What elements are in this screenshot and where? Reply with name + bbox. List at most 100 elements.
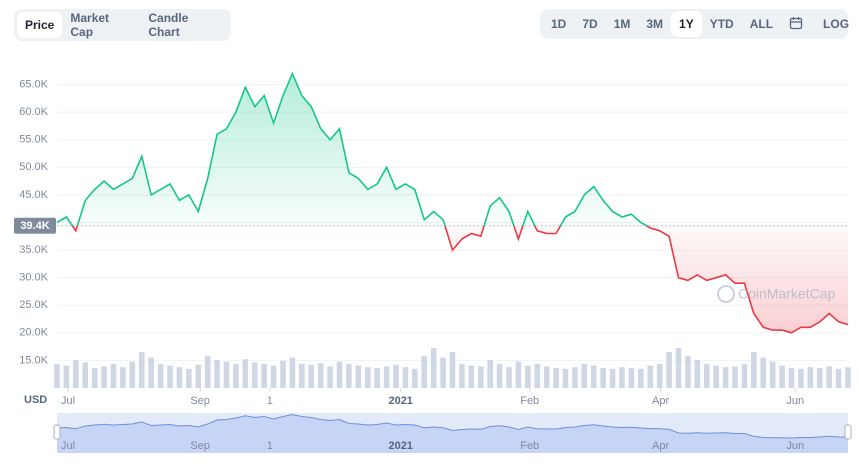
volume-bar: [845, 367, 851, 388]
navigator-handle[interactable]: [844, 424, 852, 440]
volume-bar: [525, 365, 531, 388]
button[interactable]: Price: [17, 12, 63, 38]
y-tick-label: 25.0K: [19, 299, 48, 311]
volume-bar: [590, 365, 597, 388]
navigator-handle[interactable]: [53, 424, 61, 440]
button[interactable]: YTD: [709, 17, 734, 31]
volume-bar: [656, 364, 663, 388]
volume-bar: [751, 352, 757, 388]
x-tick-label: Apr: [652, 395, 669, 407]
navigator-label: Jun: [786, 440, 804, 452]
volume-bar: [562, 368, 569, 388]
volume-bar: [609, 368, 616, 388]
volume-bar: [186, 368, 192, 388]
volume-bar: [826, 366, 832, 388]
button[interactable]: 7D: [582, 17, 598, 31]
volume-bar: [515, 361, 522, 388]
volume-bar: [449, 352, 456, 388]
navigator-label: 2021: [388, 440, 412, 452]
y-tick-label: 45.0K: [19, 189, 48, 201]
volume-bar: [506, 367, 512, 388]
volume-bar: [251, 362, 258, 388]
baseline-tag: [14, 217, 56, 234]
watermark: CoinMarketCap: [738, 286, 835, 302]
price-line: [56, 71, 849, 334]
x-tick-label: Jul: [61, 395, 75, 407]
volume-bar: [628, 368, 635, 388]
volume-bar: [694, 360, 701, 388]
volume-bar: [261, 364, 267, 388]
volume-bar: [412, 368, 418, 388]
volume-bar: [402, 367, 409, 388]
volume-bar: [167, 365, 173, 388]
volume-bar: [233, 364, 239, 388]
volume-bar: [638, 368, 644, 388]
y-tick-label: 60.0K: [19, 106, 48, 118]
button[interactable]: 1Y: [671, 11, 702, 37]
volume-bar: [807, 367, 814, 388]
watermark-logo: [717, 285, 735, 303]
volume-bar: [487, 360, 493, 388]
volume-bar: [195, 364, 202, 388]
volume-bar: [393, 364, 399, 388]
range-group: 1D 7D 1M 3M 1Y YTD ALL LOG: [540, 9, 849, 39]
x-tick-label: Jun: [786, 395, 804, 407]
volume-bar: [572, 367, 578, 388]
volume-bar: [101, 366, 107, 388]
x-tick-label: Feb: [520, 395, 539, 407]
navigator-label: Feb: [520, 440, 539, 452]
y-tick-label: 65.0K: [19, 78, 48, 90]
volume-bar: [459, 364, 465, 388]
volume-bar: [769, 361, 776, 388]
volume-bar: [223, 361, 230, 388]
volume-bar: [176, 367, 183, 388]
volume-bar: [308, 364, 315, 388]
volume-bar: [430, 348, 437, 388]
navigator-label: Jul: [61, 440, 75, 452]
volume-bar: [73, 360, 79, 388]
volume-bar: [138, 352, 145, 388]
volume-bar: [722, 367, 729, 388]
volume-bar: [543, 366, 550, 388]
volume-bar: [336, 361, 343, 388]
y-tick-label: 35.0K: [19, 244, 48, 256]
volume-bar: [148, 357, 154, 388]
volume-bar: [383, 366, 390, 388]
volume-bar: [732, 366, 738, 388]
baseline-label: 39.4K: [20, 220, 49, 232]
volume-bar: [157, 364, 164, 388]
navigator-label: 1: [267, 440, 273, 452]
volume-bar: [477, 366, 484, 388]
volume-bar: [346, 364, 352, 388]
volume-bar: [741, 364, 748, 388]
button[interactable]: 1D: [551, 17, 567, 31]
button[interactable]: 3M: [646, 17, 664, 31]
volume-bar: [553, 368, 559, 388]
volume-bar: [685, 356, 691, 388]
volume-bar: [675, 348, 682, 388]
volume-bar: [327, 366, 333, 388]
y-tick-label: 50.0K: [19, 161, 48, 173]
button[interactable]: ALL: [749, 17, 774, 31]
y-tick-label: 15.0K: [19, 354, 48, 366]
volume-bar: [619, 367, 625, 388]
button[interactable]: Market Cap: [70, 11, 110, 39]
navigator-area: [57, 414, 848, 453]
button[interactable]: Candle Chart: [148, 11, 189, 39]
volume-bar: [214, 360, 220, 388]
volume-bar: [760, 357, 767, 388]
volume-bar: [364, 367, 371, 388]
volume-bar: [496, 364, 503, 388]
volume-bar: [110, 364, 117, 388]
volume-bar: [355, 365, 362, 388]
x-tick-label: 1: [267, 395, 273, 407]
calendar-button[interactable]: [781, 10, 811, 39]
y-tick-label: 30.0K: [19, 272, 48, 284]
volume-bar: [703, 364, 710, 388]
volume-bar: [270, 365, 277, 388]
currency-label: USD: [24, 394, 47, 406]
volume-bar: [120, 367, 126, 388]
button[interactable]: LOG: [823, 17, 850, 31]
price-area: [57, 73, 848, 333]
button[interactable]: 1M: [613, 17, 631, 31]
